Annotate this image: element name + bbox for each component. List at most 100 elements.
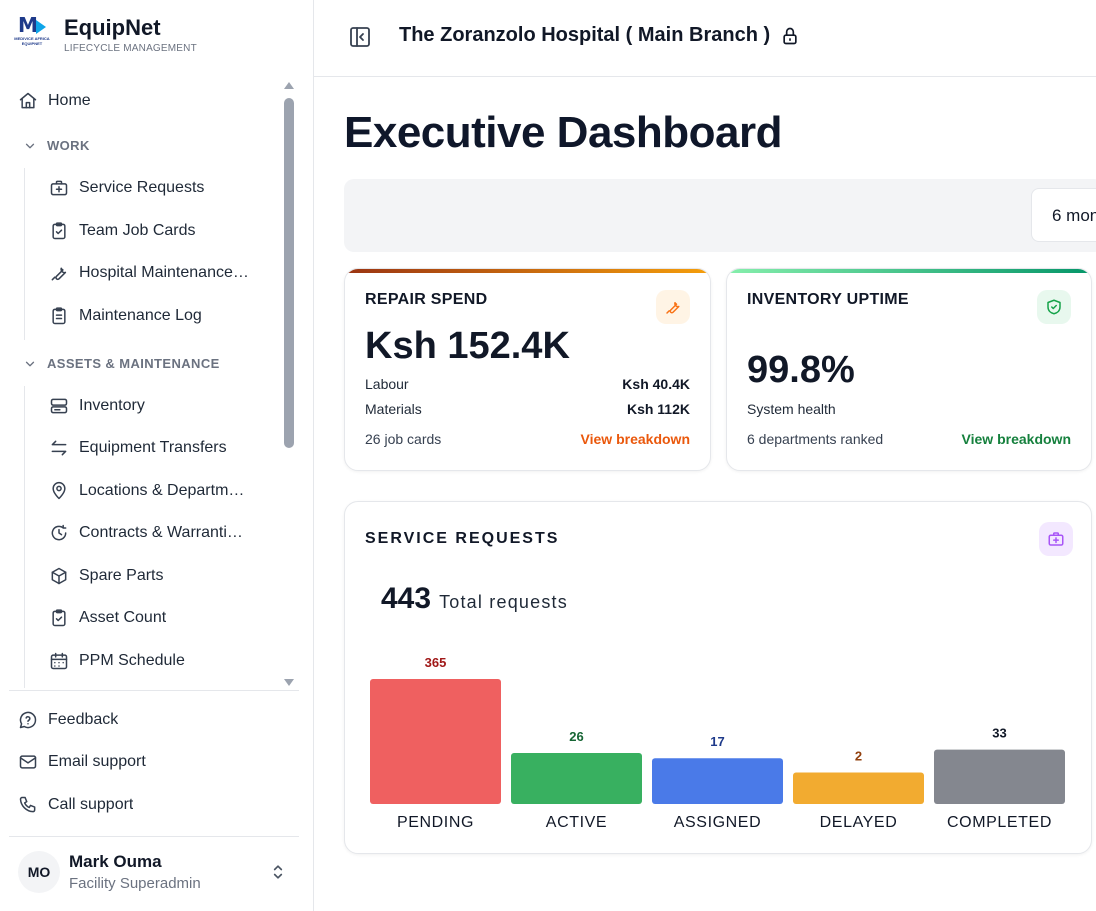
- avatar: MO: [18, 851, 60, 893]
- repair-spend-card[interactable]: REPAIR SPEND Ksh 152.4K Labour Ksh 40.4K…: [344, 268, 711, 471]
- sidebar-item-contracts-warranties[interactable]: Contracts & Warranti…: [49, 523, 243, 543]
- period-select[interactable]: 6 months: [1031, 188, 1096, 242]
- sidebar-item-label: Team Job Cards: [79, 222, 196, 239]
- total-requests: 443 Total requests: [381, 582, 568, 616]
- sidebar-scrollbar[interactable]: [283, 82, 295, 686]
- map-pin-icon: [52, 481, 66, 500]
- home-icon: [19, 92, 37, 109]
- top-bar: The Zoranzolo Hospital ( Main Branch ): [314, 0, 1096, 77]
- card-icon: [1039, 522, 1073, 556]
- spend-row-labour: Labour Ksh 40.4K: [365, 376, 690, 392]
- bar-category-label: PENDING: [397, 814, 474, 831]
- repair-spend-amount: Ksh 152.4K: [365, 325, 570, 367]
- hospital-selector[interactable]: The Zoranzolo Hospital ( Main Branch ): [399, 24, 800, 47]
- spend-row-materials: Materials Ksh 112K: [365, 401, 690, 417]
- sidebar-item-label: Maintenance Log: [79, 307, 202, 324]
- lock-icon: [783, 27, 797, 44]
- row-label: Labour: [365, 376, 409, 392]
- bar-assigned[interactable]: [652, 758, 783, 804]
- page-title: Executive Dashboard: [344, 108, 783, 157]
- sidebar-item-asset-count[interactable]: Asset Count: [49, 608, 166, 628]
- chevrons-up-down-icon[interactable]: [268, 862, 288, 882]
- sidebar-item-hospital-maintenance[interactable]: Hospital Maintenance…: [49, 263, 249, 283]
- bar-value-label: 365: [425, 655, 447, 670]
- brand-subtitle: LIFECYCLE MANAGEMENT: [64, 42, 197, 54]
- inventory-uptime-card[interactable]: INVENTORY UPTIME 99.8% System health 6 d…: [726, 268, 1092, 471]
- card-accent-bar: [345, 269, 710, 273]
- sidebar-item-maintenance-log[interactable]: Maintenance Log: [49, 306, 202, 326]
- sidebar-item-service-requests[interactable]: Service Requests: [49, 178, 204, 198]
- sidebar-nav: Home WORK Service Requests Team Job Card…: [9, 80, 299, 688]
- tree-line: [24, 168, 25, 340]
- sidebar-item-equipment-transfers[interactable]: Equipment Transfers: [49, 438, 227, 458]
- user-name: Mark Ouma: [69, 852, 162, 871]
- server-icon: [50, 398, 68, 414]
- card-title: SERVICE REQUESTS: [365, 530, 560, 547]
- bar-value-label: 17: [710, 734, 724, 749]
- scroll-down-arrow-icon[interactable]: [284, 679, 294, 686]
- bar-value-label: 2: [855, 749, 862, 764]
- view-breakdown-link[interactable]: View breakdown: [961, 431, 1071, 447]
- brand-logo: M MEDIVICE AFRICA EQUIPNET: [14, 13, 50, 46]
- support-call[interactable]: Call support: [18, 795, 133, 815]
- support-email[interactable]: Email support: [18, 752, 146, 772]
- row-label: Materials: [365, 401, 422, 417]
- sidebar-collapse-icon[interactable]: [348, 25, 372, 49]
- departments-ranked: 6 departments ranked: [747, 431, 884, 447]
- scroll-up-arrow-icon[interactable]: [284, 82, 294, 89]
- bar-value-label: 26: [569, 729, 583, 744]
- sidebar-item-locations-departments[interactable]: Locations & Departm…: [49, 481, 244, 501]
- card-footer: 6 departments ranked View breakdown: [747, 431, 1071, 447]
- wrench-icon: [666, 301, 680, 314]
- sidebar: M MEDIVICE AFRICA EQUIPNET EquipNet LIFEC…: [0, 0, 314, 911]
- sidebar-item-label: Hospital Maintenance…: [79, 264, 249, 281]
- sidebar-item-label: Spare Parts: [79, 567, 164, 584]
- bar-completed[interactable]: [934, 749, 1065, 804]
- phone-icon: [19, 796, 36, 813]
- card-icon: [656, 290, 690, 324]
- user-role: Facility Superadmin: [69, 875, 201, 892]
- card-accent-bar: [727, 269, 1091, 273]
- uptime-caption-row: System health: [747, 401, 1071, 417]
- divider: [9, 836, 299, 837]
- message-question-icon: [19, 711, 37, 729]
- sidebar-item-ppm-schedule[interactable]: PPM Schedule: [49, 651, 185, 671]
- sidebar-item-label: Service Requests: [79, 179, 205, 196]
- bar-category-label: DELAYED: [820, 814, 898, 831]
- package-icon: [51, 567, 67, 585]
- bar-pending[interactable]: [370, 679, 501, 804]
- sidebar-item-home[interactable]: Home: [18, 91, 91, 111]
- user-menu[interactable]: MO Mark Ouma Facility Superadmin: [18, 850, 294, 894]
- sidebar-item-label: Equipment Transfers: [79, 439, 227, 456]
- scroll-thumb[interactable]: [284, 98, 294, 448]
- sidebar-item-inventory[interactable]: Inventory: [49, 396, 145, 416]
- job-card-count: 26 job cards: [365, 431, 442, 447]
- row-value: Ksh 40.4K: [622, 376, 690, 392]
- card-footer: 26 job cards View breakdown: [365, 431, 690, 447]
- sidebar-item-team-job-cards[interactable]: Team Job Cards: [49, 221, 196, 241]
- chevron-down-icon: [25, 361, 35, 366]
- brand[interactable]: M MEDIVICE AFRICA EQUIPNET EquipNet LIFEC…: [12, 14, 197, 54]
- sidebar-item-label: Contracts & Warranti…: [79, 524, 243, 541]
- view-breakdown-link[interactable]: View breakdown: [580, 431, 690, 447]
- clock-refresh-icon: [51, 524, 67, 541]
- divider: [9, 690, 299, 691]
- support-label: Email support: [48, 753, 146, 770]
- section-work[interactable]: WORK: [23, 138, 90, 153]
- wrench-icon: [51, 267, 67, 281]
- clipboard-check-icon: [52, 609, 66, 627]
- sidebar-item-spare-parts[interactable]: Spare Parts: [49, 566, 163, 586]
- clipboard-list-icon: [52, 307, 66, 325]
- section-assets-maintenance[interactable]: ASSETS & MAINTENANCE: [23, 356, 220, 371]
- bar-active[interactable]: [511, 753, 642, 804]
- tree-line: [24, 386, 25, 688]
- total-requests-label: Total requests: [439, 592, 568, 612]
- support-feedback[interactable]: Feedback: [18, 710, 118, 730]
- sidebar-item-label: Locations & Departm…: [79, 482, 245, 499]
- arrows-transfer-icon: [51, 440, 67, 456]
- bar-delayed[interactable]: [793, 772, 924, 804]
- medical-bag-icon: [1048, 532, 1064, 546]
- uptime-value: 99.8%: [747, 349, 855, 391]
- clipboard-check-icon: [52, 222, 66, 240]
- card-title: REPAIR SPEND: [365, 291, 488, 308]
